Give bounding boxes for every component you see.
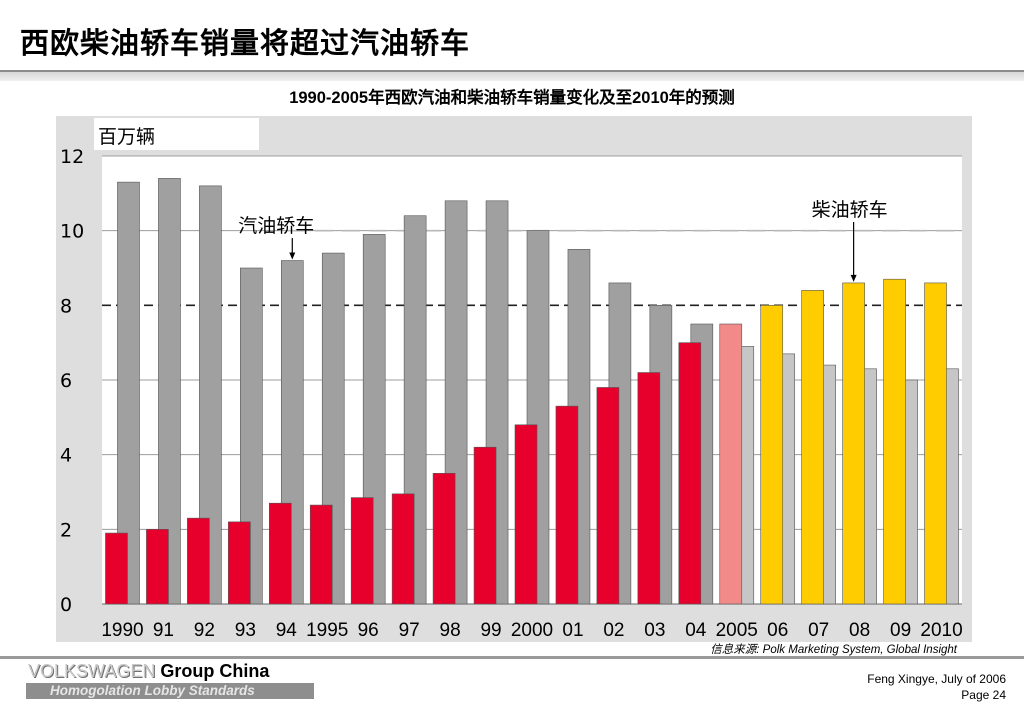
bar-diesel-2010 bbox=[924, 282, 947, 605]
y-tick-label: 6 bbox=[60, 370, 72, 392]
x-tick-label: 02 bbox=[603, 620, 624, 641]
y-tick-label: 0 bbox=[60, 594, 72, 616]
bar-diesel-2005 bbox=[719, 323, 743, 605]
x-tick-label: 2005 bbox=[716, 620, 758, 641]
chart-title: 1990-2005年西欧汽油和柴油轿车销量变化及至2010年的预测 bbox=[289, 89, 735, 107]
title-divider bbox=[0, 70, 1024, 81]
x-tick-label: 03 bbox=[644, 620, 665, 641]
bar-diesel-98 bbox=[432, 473, 456, 605]
bar-diesel-03 bbox=[637, 372, 661, 605]
bar-diesel-99 bbox=[473, 446, 497, 605]
x-tick-label: 1990 bbox=[101, 620, 143, 641]
brand-vw-text: VOLKSWAGEN bbox=[28, 661, 156, 681]
footer-divider bbox=[0, 656, 1024, 659]
bar-diesel-97 bbox=[391, 493, 415, 605]
bar-diesel-06 bbox=[760, 305, 784, 605]
page-title: 西欧柴油轿车销量将超过汽油轿车 bbox=[20, 26, 471, 60]
x-tick-label: 2010 bbox=[920, 620, 962, 641]
y-tick-label: 8 bbox=[60, 295, 72, 317]
bar-gasoline-1990 bbox=[117, 181, 140, 605]
annotation-arrowhead bbox=[289, 252, 296, 260]
bar-diesel-01 bbox=[555, 405, 579, 605]
x-tick-label: 93 bbox=[235, 620, 256, 641]
x-tick-label: 91 bbox=[153, 620, 174, 641]
x-tick-label: 99 bbox=[480, 620, 501, 641]
bar-gasoline-92 bbox=[199, 185, 222, 605]
x-tick-label: 07 bbox=[808, 620, 829, 641]
bar-diesel-93 bbox=[228, 521, 251, 605]
ylabel-box bbox=[94, 118, 259, 150]
x-tick-label: 96 bbox=[358, 620, 379, 641]
source-note: 信息来源: Polk Marketing System, Global Insi… bbox=[710, 644, 957, 656]
brand-logo: VOLKSWAGEN Group China bbox=[28, 661, 269, 682]
bar-gasoline-91 bbox=[158, 178, 181, 605]
bar-diesel-2000 bbox=[514, 424, 538, 605]
bar-diesel-09 bbox=[883, 278, 906, 605]
x-tick-label: 08 bbox=[849, 620, 870, 641]
x-tick-label: 09 bbox=[890, 620, 911, 641]
bar-diesel-96 bbox=[350, 497, 374, 605]
series-annotation: 柴油轿车 bbox=[812, 199, 888, 221]
bar-diesel-1995 bbox=[309, 504, 333, 605]
x-tick-label: 1995 bbox=[306, 620, 348, 641]
y-axis-label: 百万辆 bbox=[98, 126, 155, 148]
y-tick-label: 12 bbox=[60, 146, 84, 168]
x-tick-label: 94 bbox=[276, 620, 298, 641]
y-tick-label: 10 bbox=[60, 221, 84, 243]
y-tick-label: 4 bbox=[60, 445, 72, 467]
x-tick-label: 98 bbox=[440, 620, 461, 641]
bar-diesel-04 bbox=[678, 342, 702, 605]
series-annotation: 汽油轿车 bbox=[238, 215, 314, 237]
bar-diesel-92 bbox=[187, 517, 210, 605]
x-tick-label: 04 bbox=[685, 620, 707, 641]
x-tick-label: 2000 bbox=[511, 620, 553, 641]
bar-diesel-08 bbox=[842, 282, 865, 605]
footer-author: Feng Xingye, July of 2006 bbox=[867, 672, 1006, 686]
bar-diesel-94 bbox=[268, 502, 292, 605]
x-tick-label: 92 bbox=[194, 620, 215, 641]
x-tick-label: 06 bbox=[767, 620, 788, 641]
page-number: Page 24 bbox=[961, 688, 1006, 702]
y-tick-label: 2 bbox=[60, 519, 72, 541]
bar-diesel-1990 bbox=[105, 532, 128, 605]
bar-diesel-91 bbox=[146, 529, 169, 605]
x-tick-label: 01 bbox=[562, 620, 583, 641]
x-tick-label: 97 bbox=[399, 620, 420, 641]
annotation-arrowhead bbox=[850, 274, 857, 282]
bar-diesel-07 bbox=[801, 290, 824, 605]
brand-subtitle: Homogolation Lobby Standards bbox=[26, 683, 314, 699]
bar-gasoline-93 bbox=[240, 267, 263, 605]
brand-group-text: Group China bbox=[160, 661, 270, 681]
bar-diesel-02 bbox=[596, 387, 620, 605]
